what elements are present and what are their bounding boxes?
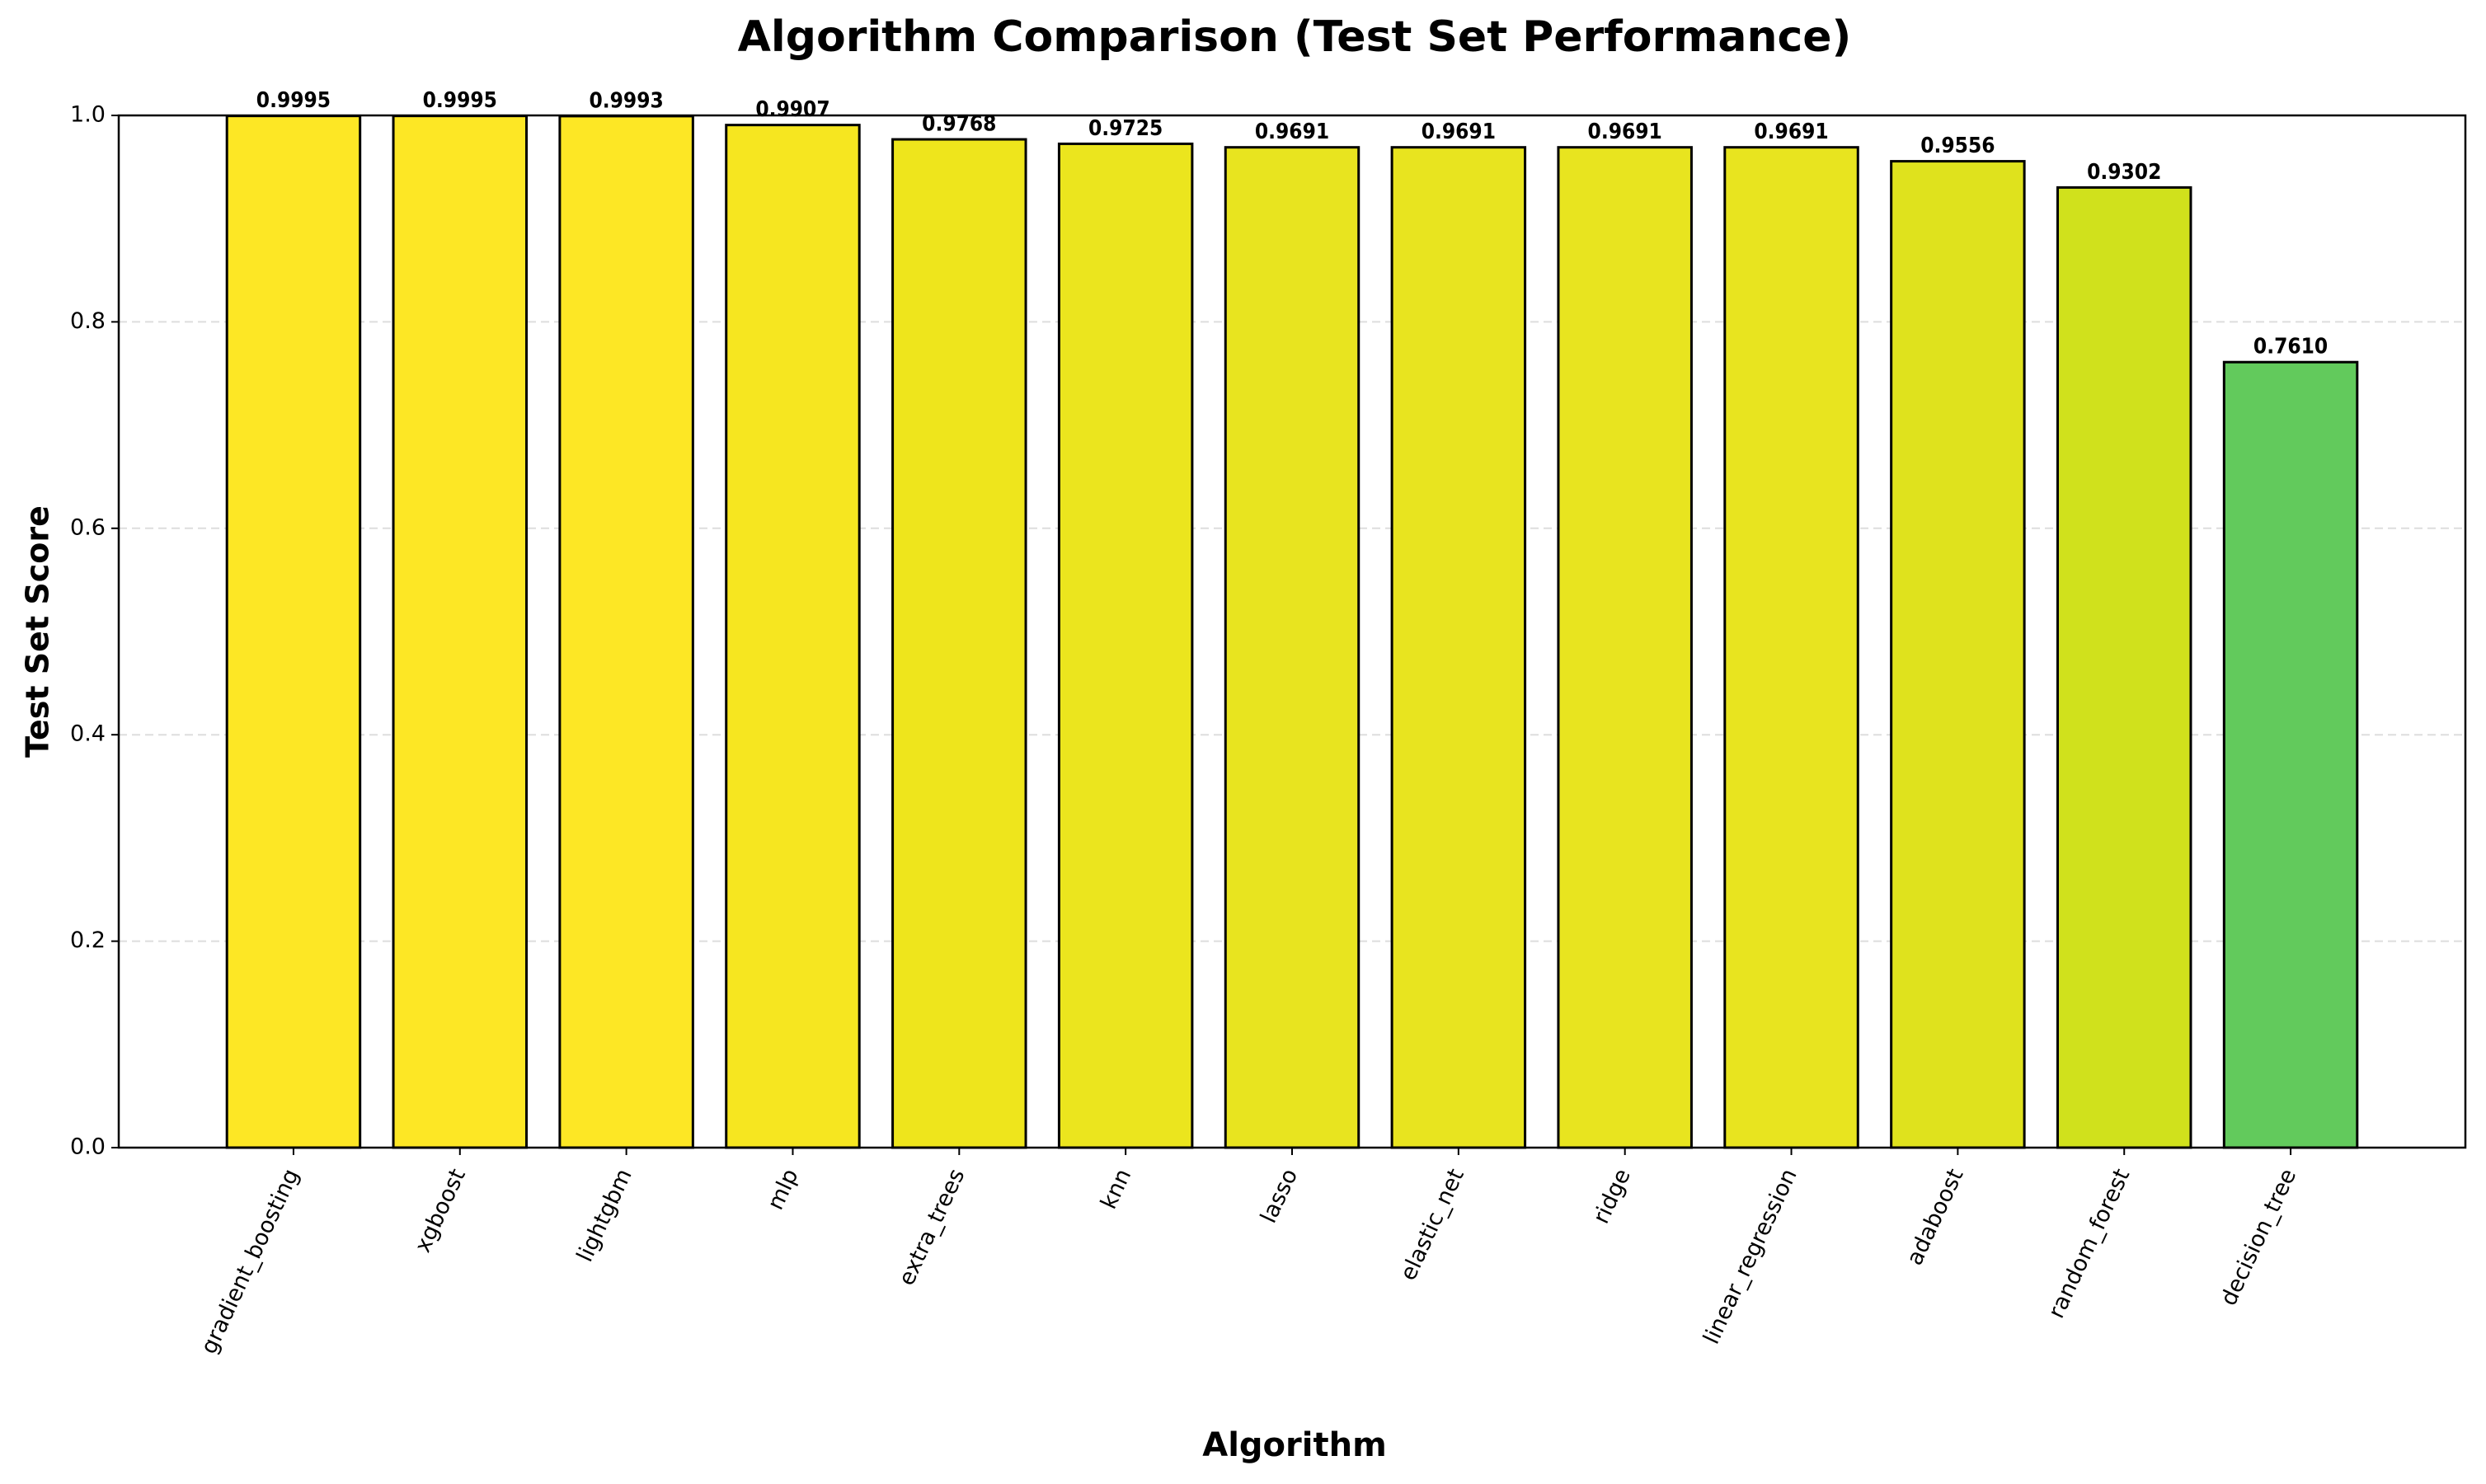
value-label: 0.9302 (2087, 160, 2161, 185)
x-tick-label: lasso (1256, 1165, 1303, 1227)
x-tick-label: elastic_net (1395, 1165, 1469, 1284)
bar (1224, 146, 1360, 1149)
y-axis-label: Test Set Score (20, 505, 56, 758)
bar (2222, 360, 2359, 1149)
value-label: 0.9993 (589, 88, 663, 113)
value-label: 0.9691 (1754, 120, 1828, 144)
value-label: 0.9725 (1088, 116, 1163, 141)
y-tick-label: 0.2 (70, 928, 106, 953)
bar (1890, 160, 2026, 1149)
value-label: 0.9691 (1588, 120, 1662, 144)
bar (225, 115, 362, 1149)
x-axis-label: Algorithm (1202, 1426, 1387, 1464)
x-tick-label: gradient_boosting (196, 1165, 304, 1358)
x-tick-label: ridge (1588, 1165, 1635, 1228)
x-tick-label: mlp (763, 1165, 804, 1214)
x-tick-label: xgboost (410, 1165, 471, 1256)
value-label: 0.7610 (2253, 335, 2328, 359)
bar (891, 138, 1027, 1149)
y-tick-label: 0.4 (70, 721, 106, 747)
chart-title: Algorithm Comparison (Test Set Performan… (738, 12, 1852, 62)
x-tick-label: extra_trees (894, 1165, 970, 1289)
x-tick-label: random_forest (2043, 1165, 2135, 1322)
value-label: 0.9995 (423, 88, 497, 113)
bar (725, 124, 861, 1149)
x-tick-label: adaboost (1902, 1165, 1969, 1269)
y-tick-label: 1.0 (70, 102, 106, 128)
value-label: 0.9691 (1255, 120, 1329, 144)
y-tick-label: 0.0 (70, 1134, 106, 1160)
bar (1723, 146, 1859, 1149)
bar (558, 115, 694, 1149)
bar (1390, 146, 1527, 1149)
bar (1057, 142, 1194, 1149)
value-label: 0.9907 (755, 97, 829, 122)
bar (1557, 146, 1693, 1149)
x-tick-label: linear_regression (1699, 1165, 1802, 1348)
value-label: 0.9995 (256, 88, 331, 113)
bar (392, 115, 529, 1149)
bar (2056, 186, 2192, 1149)
y-tick-label: 0.8 (70, 308, 106, 334)
plot-frame (117, 114, 2467, 1149)
x-tick-label: lightgbm (572, 1165, 637, 1266)
y-tick-label: 0.6 (70, 514, 106, 540)
value-label: 0.9556 (1920, 134, 1995, 158)
x-tick-label: decision_tree (2216, 1165, 2301, 1309)
value-label: 0.9691 (1422, 120, 1496, 144)
x-tick-label: knn (1096, 1165, 1136, 1213)
